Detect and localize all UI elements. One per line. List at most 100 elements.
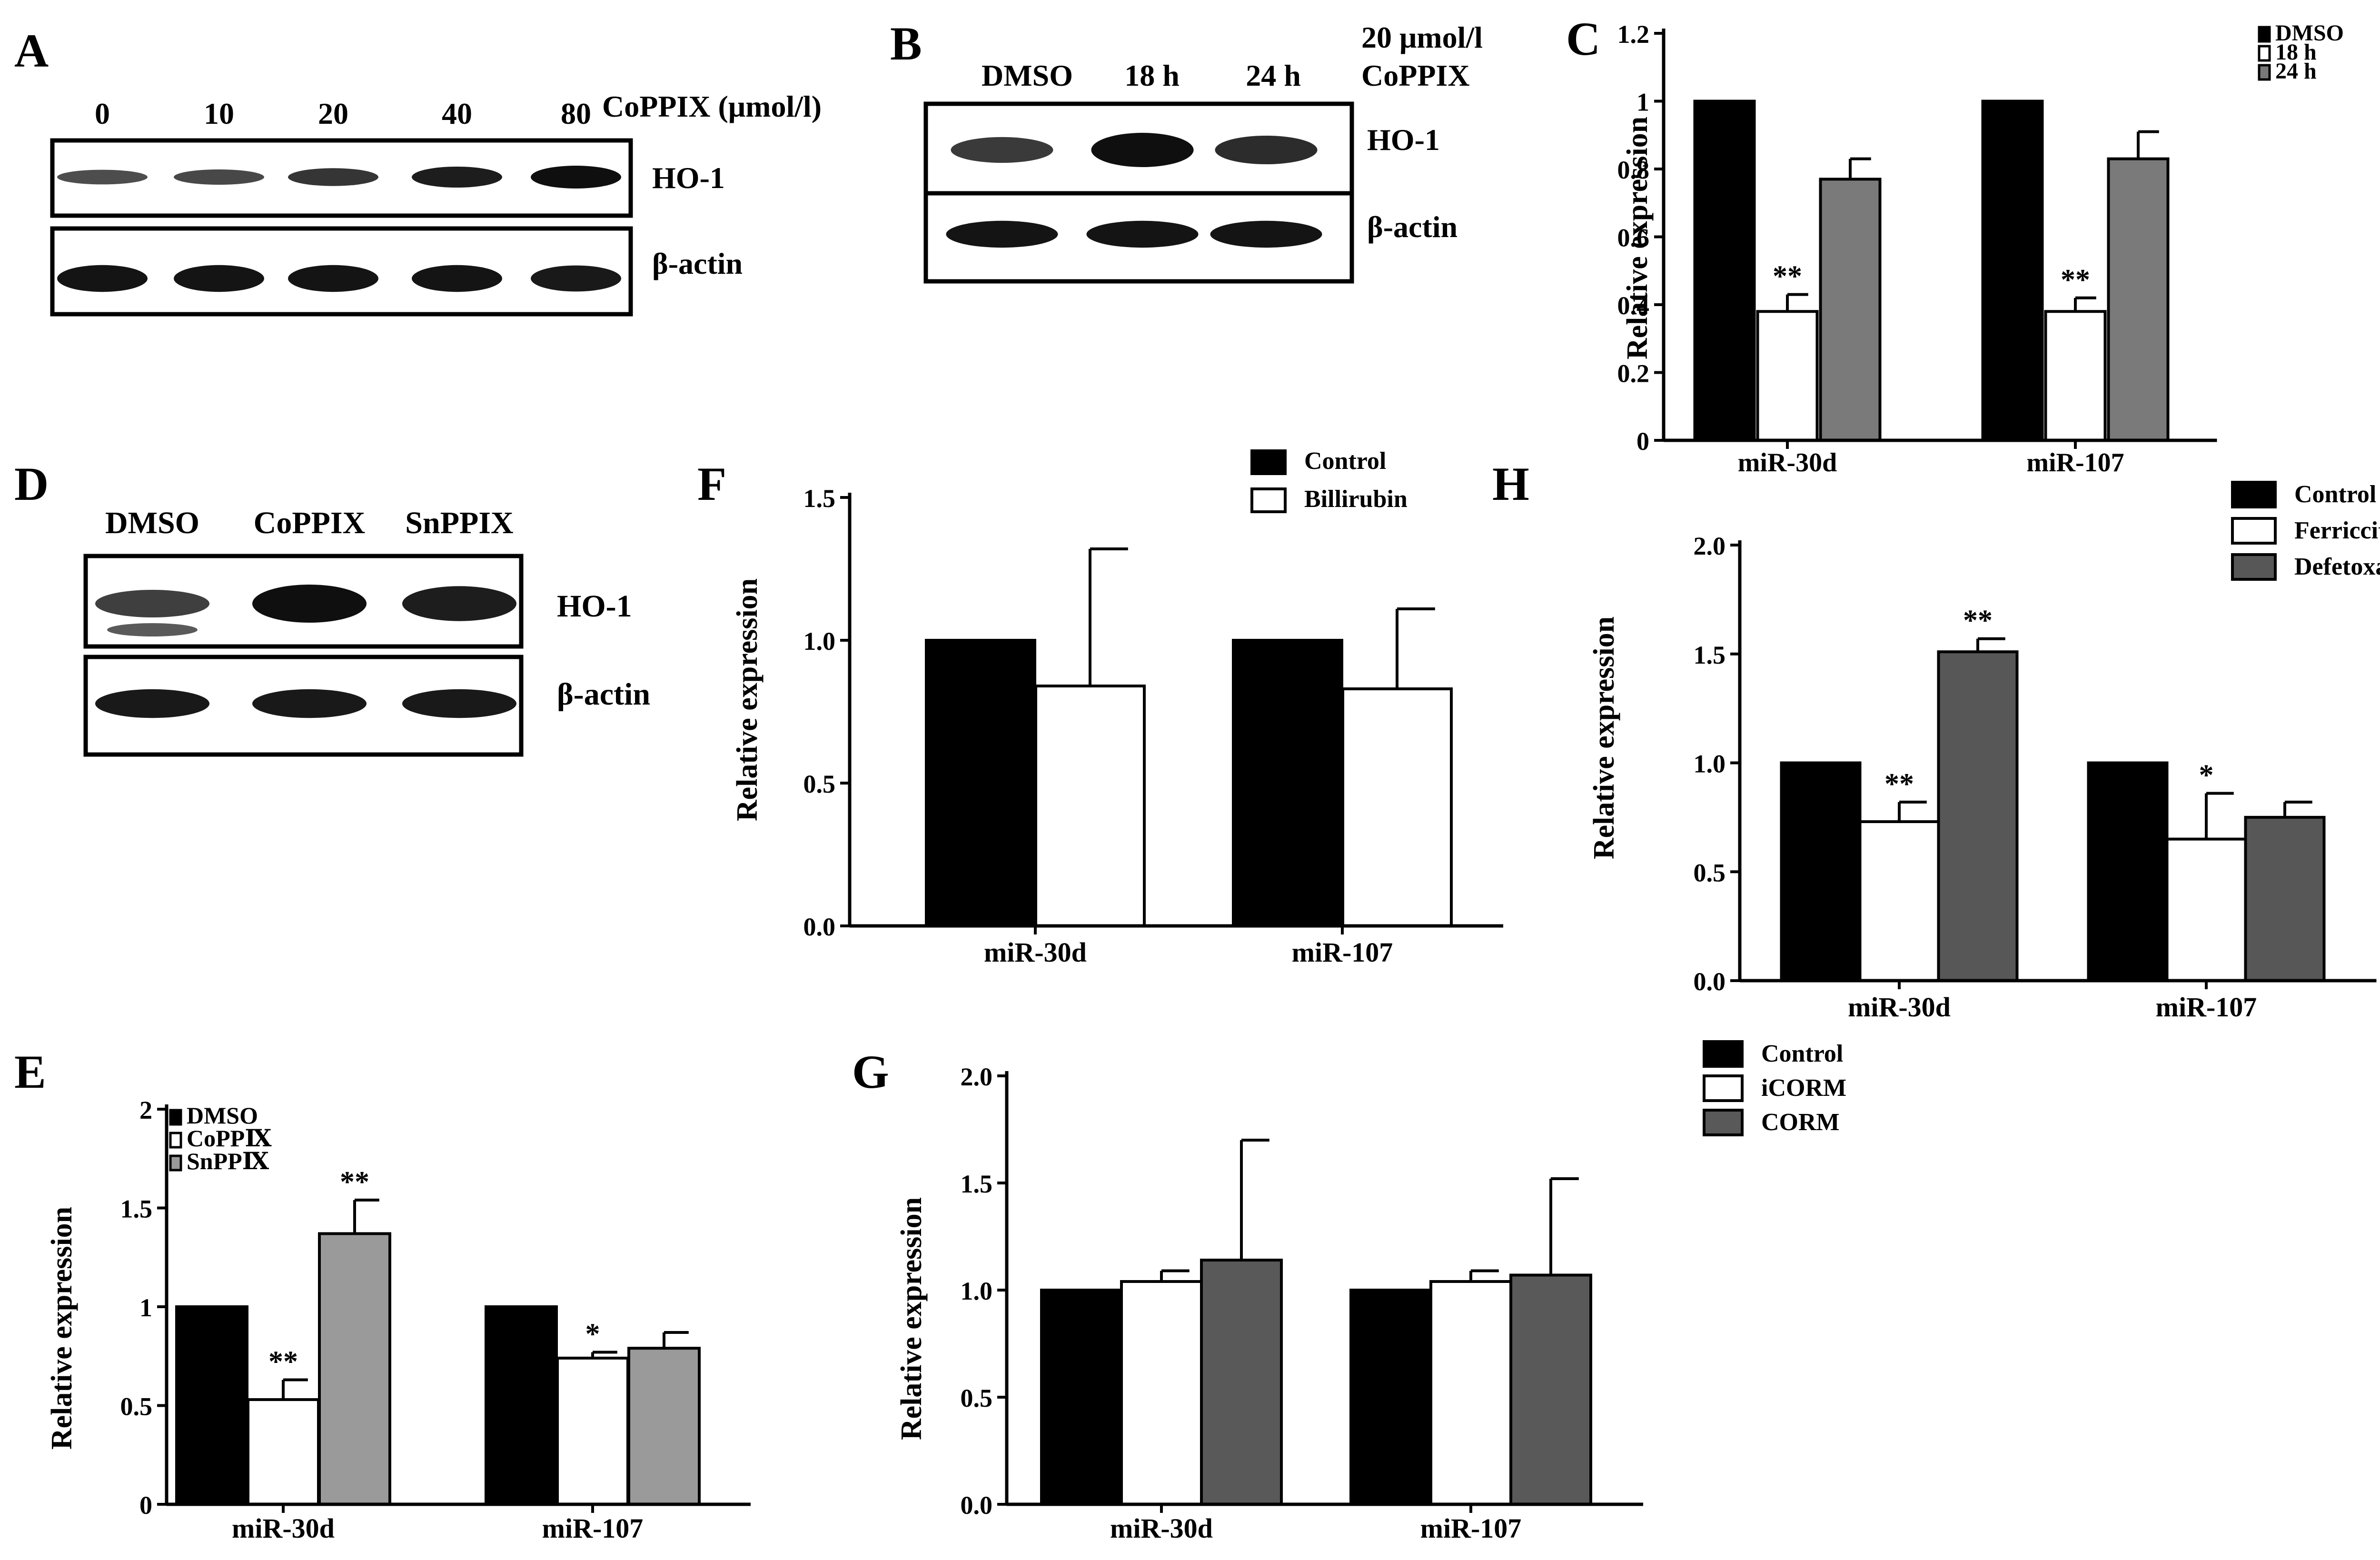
legend-label: 24 h <box>2275 59 2317 84</box>
panel-letter-h: H <box>1492 457 1529 510</box>
bar-h-control <box>1780 761 1862 982</box>
blot-d-actin-label: β-actin <box>557 677 650 712</box>
y-tick-label: 1.5 <box>803 484 836 513</box>
bar-g-icorm <box>1120 1280 1203 1506</box>
legend-label: 18 h <box>2275 40 2317 65</box>
legend-label: iCORM <box>1761 1074 1846 1102</box>
blot-b-band <box>1086 220 1199 248</box>
y-tick-label: 1.5 <box>961 1170 993 1198</box>
bar-f-control <box>925 639 1036 927</box>
blot-d-band <box>252 689 367 718</box>
y-tick-label: 0.0 <box>1694 967 1726 996</box>
bar-e-dmso <box>175 1305 248 1506</box>
bar-f-billirubin <box>1034 685 1146 927</box>
blot-b-treatment-line1: 20 μmol/l <box>1361 20 1483 54</box>
blot-a-band <box>288 168 378 186</box>
y-axis-label: Relative expression <box>46 1207 78 1450</box>
y-tick-label: 0 <box>1636 427 1649 456</box>
legend-swatch <box>2231 481 2277 508</box>
blot-d-band <box>95 689 209 718</box>
blot-d-band <box>95 590 209 617</box>
blot-d-band <box>402 689 516 718</box>
blot-a-band <box>57 169 148 185</box>
panel-letter-d: D <box>14 457 49 510</box>
blot-b-band <box>1215 135 1318 165</box>
blot-a-band <box>174 265 264 292</box>
y-axis-label: Relative expression <box>1588 616 1620 859</box>
y-tick-label: 0.5 <box>961 1384 993 1412</box>
blot-panel-d: DMSO CoPPIX SnPPIX HO-1 β-actin <box>83 506 650 757</box>
significance-marker: ** <box>1963 605 1993 637</box>
y-tick-label: 1.0 <box>803 627 836 656</box>
blot-b-treatment-line2: CoPPIX <box>1361 59 1470 92</box>
y-tick-label: 1.2 <box>1617 20 1650 49</box>
panel-letter-f: F <box>697 457 726 510</box>
significance-marker: ** <box>268 1346 298 1378</box>
y-tick-label: 0 <box>139 1491 152 1520</box>
legend-swatch <box>1250 487 1287 513</box>
legend-label: Control <box>2294 481 2376 508</box>
legend-label: SnPPⅨ <box>187 1148 269 1174</box>
bar-c-dmso <box>1981 99 2044 442</box>
significance-marker: * <box>2199 759 2214 792</box>
bar-h-defetoxamine <box>1937 650 2019 983</box>
y-tick-label: 2 <box>139 1096 152 1124</box>
blot-a-lane-4: 80 <box>561 97 591 130</box>
legend-swatch <box>2258 45 2271 62</box>
legend-swatch <box>169 1109 182 1126</box>
x-tick-label: miR-107 <box>2026 448 2124 477</box>
blot-b-band <box>1210 220 1322 248</box>
y-tick-label: 0.0 <box>961 1491 993 1520</box>
blot-d-ho1-label: HO-1 <box>557 589 632 624</box>
panel-letter-a: A <box>14 24 49 77</box>
y-tick-label: 0.8 <box>1617 156 1650 184</box>
blot-a-ho1-label: HO-1 <box>652 161 725 195</box>
blot-d-lane-2: SnPPIX <box>405 506 513 540</box>
y-tick-label: 1 <box>139 1293 152 1322</box>
y-tick-label: 0.5 <box>803 770 836 798</box>
y-tick-label: 1.5 <box>120 1195 153 1223</box>
legend-label: DMSO <box>187 1102 258 1129</box>
legend-swatch <box>2231 553 2277 581</box>
chart-panel-f: miR-30d miR-107 0.0 0.5 1.0 1.5 Relative expre… <box>731 447 1503 968</box>
y-tick-label: 1.5 <box>1694 641 1726 669</box>
legend-label: Control <box>1304 447 1386 475</box>
x-tick-label: miR-30d <box>232 1513 335 1544</box>
blot-a-band <box>412 166 502 188</box>
significance-marker: ** <box>340 1166 369 1198</box>
bar-e-snpp- <box>627 1347 701 1506</box>
bar-h-ferriccitrate <box>2165 837 2247 982</box>
bar-h-defetoxamine <box>2244 815 2326 982</box>
blot-d-band <box>252 585 367 623</box>
legend-swatch <box>2258 26 2271 43</box>
y-tick-label: 1.0 <box>1694 750 1726 778</box>
panel-letter-e: E <box>14 1045 46 1098</box>
bar-g-icorm <box>1429 1280 1512 1506</box>
y-tick-label: 0.4 <box>1617 291 1650 320</box>
panel-letters: A B C D F H E G <box>14 12 1600 1098</box>
bar-c-24-h <box>1819 178 1882 442</box>
y-axis-label: Relative expression <box>1621 117 1654 359</box>
y-axis-label: Relative expression <box>895 1197 928 1440</box>
legend-swatch <box>1703 1109 1744 1136</box>
x-tick-label: miR-30d <box>984 937 1087 968</box>
blot-b-band <box>946 220 1058 248</box>
x-tick-label: miR-30d <box>1848 992 1951 1023</box>
bar-e-dmso <box>485 1305 558 1506</box>
y-tick-label: 2.0 <box>961 1063 993 1091</box>
panel-letter-b: B <box>890 17 922 70</box>
blot-d-band <box>107 623 198 636</box>
blot-b-actin-label: β-actin <box>1367 210 1458 244</box>
x-tick-label: miR-107 <box>1292 937 1393 968</box>
bar-e-copp- <box>247 1398 320 1506</box>
bar-h-control <box>2087 761 2169 982</box>
y-tick-label: 1 <box>1636 88 1649 117</box>
bar-e-copp- <box>556 1356 629 1506</box>
chart-panel-g: miR-30d miR-107 0.0 0.5 1.0 1.5 2.0 Relative ex… <box>895 1040 1846 1544</box>
chart-panel-c: ** miR-30d ** miR-107 0 0.2 0.4 0.6 0.8 1 1.2 Relat… <box>1617 20 2344 477</box>
bar-c-18-h <box>1756 310 1819 442</box>
blot-b-ho1-label: HO-1 <box>1367 123 1440 157</box>
legend-swatch <box>1703 1040 1744 1068</box>
blot-d-band <box>402 586 516 621</box>
bar-c-18-h <box>2044 310 2107 442</box>
